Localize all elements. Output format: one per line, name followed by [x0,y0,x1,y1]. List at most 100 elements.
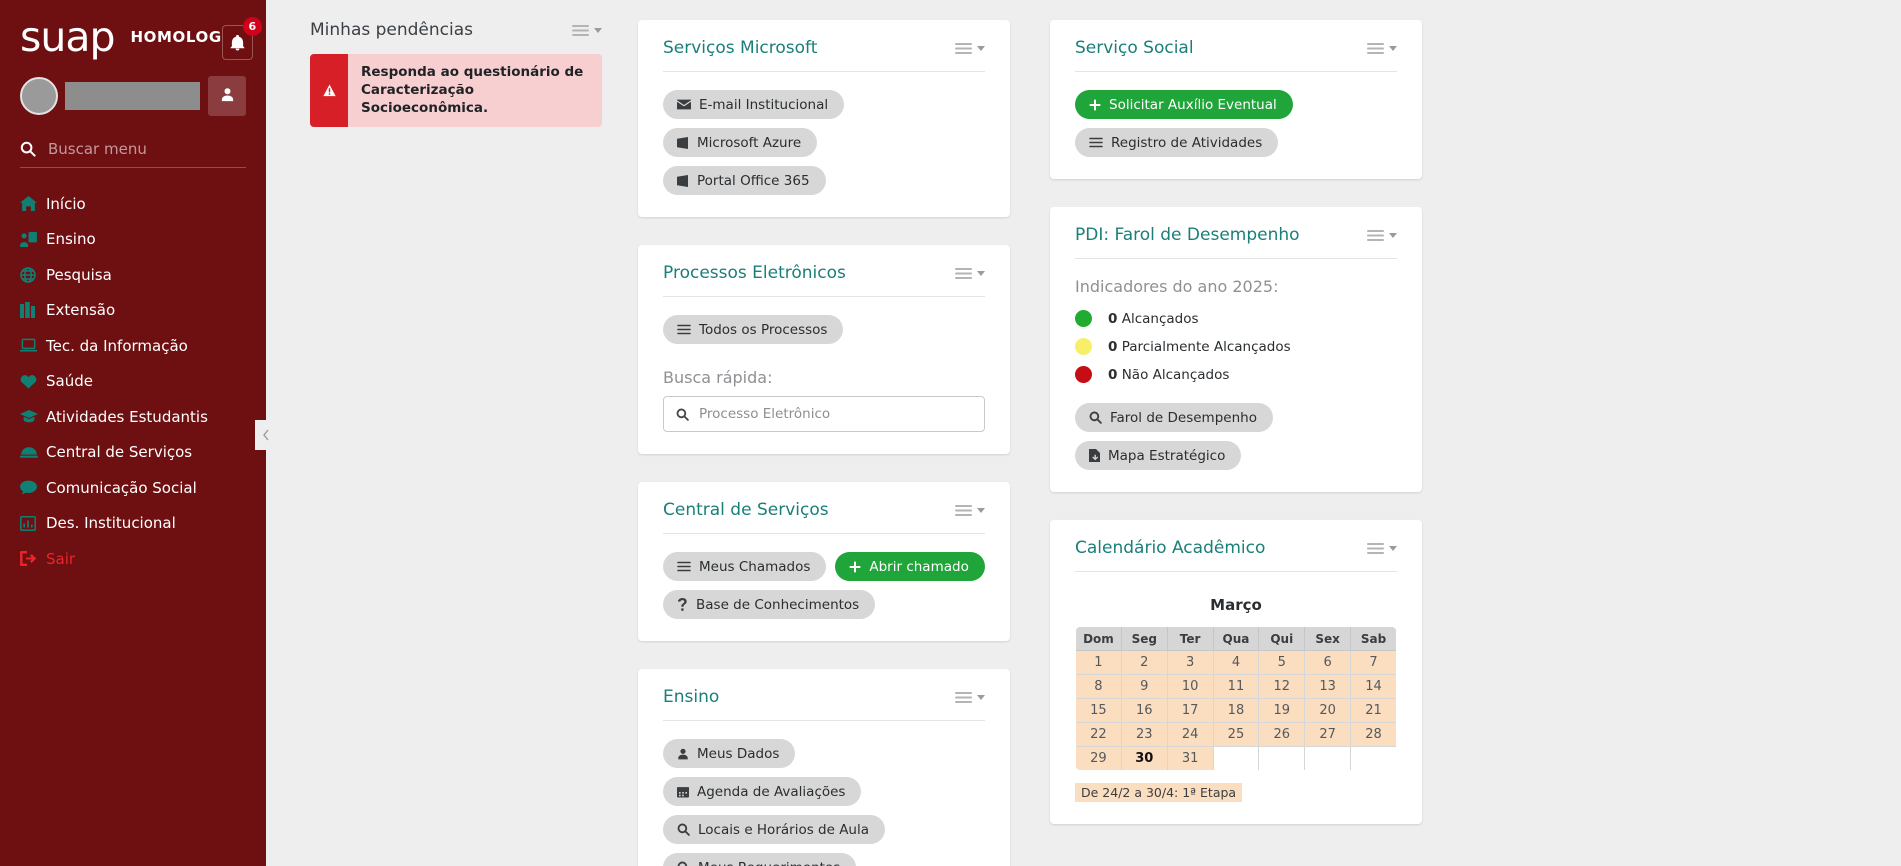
processo-search-box[interactable] [663,396,985,432]
calendar-day-cell[interactable]: 5 [1258,650,1306,675]
calendar-day-cell[interactable]: 2 [1120,650,1168,675]
card-menu-button[interactable] [955,504,985,517]
sidebar-collapse-handle[interactable] [255,420,277,450]
sidebar-item-central-servicos[interactable]: Central de Serviços [0,435,266,471]
calendar-day-cell[interactable]: 6 [1304,650,1352,675]
calendar-week-row: 22 23 24 25 26 27 28 [1076,722,1396,747]
sidebar-item-atividades-estudantis[interactable]: Atividades Estudantis [0,399,266,435]
column-b: Serviço Social Solicitar Auxílio Eventua… [1030,20,1442,866]
calendar-table: Dom Seg Ter Qua Qui Sex Sab 1 2 3 4 5 6 7 8 9 10 1… [1075,626,1397,771]
list-icon [1089,137,1103,148]
calendar-day-cell[interactable]: 17 [1166,698,1214,723]
calendar-day-cell[interactable]: 7 [1350,650,1396,675]
calendar-body: 1 2 3 4 5 6 7 8 9 10 11 12 13 14 15 16 17 18 19 20 21 22 23 24 2… [1076,650,1396,770]
calendar-day-cell[interactable]: 14 [1350,674,1396,699]
button-meus-chamados[interactable]: Meus Chamados [663,552,827,581]
button-portal-office-365[interactable]: Portal Office 365 [663,166,826,195]
suap-logo[interactable]: suap [20,13,115,61]
card-menu-button[interactable] [955,267,985,280]
card-menu-button[interactable] [1367,542,1397,555]
card-body: Março Dom Seg Ter Qua Qui Sex Sab 1 [1075,572,1397,802]
status-dot-red [1075,366,1092,383]
button-microsoft-azure[interactable]: Microsoft Azure [663,128,818,157]
calendar-day-cell[interactable]: 16 [1120,698,1168,723]
pdi-indicator-parcialmente-alcancados: 0 Parcialmente Alcançados [1075,338,1397,355]
calendar-week-row: 8 9 10 11 12 13 14 [1076,674,1396,699]
sidebar-item-label: Saúde [46,372,93,391]
sidebar-item-inicio[interactable]: Início [0,186,266,222]
button-base-de-conhecimentos[interactable]: Base de Conhecimentos [663,590,876,619]
calendar-day-cell[interactable]: 3 [1166,650,1214,675]
window-icon [677,136,689,149]
sidebar-item-ensino[interactable]: Ensino [0,222,266,258]
sidebar-item-sair[interactable]: Sair [0,541,266,577]
sidebar-item-comunicacao-social[interactable]: Comunicação Social [0,470,266,506]
calendar-day-cell[interactable]: 18 [1212,698,1260,723]
calendar-day-cell[interactable]: 30 [1120,746,1168,770]
calendar-day-cell[interactable]: 13 [1304,674,1352,699]
card-menu-button[interactable] [955,691,985,704]
calendar-day-cell[interactable]: 27 [1304,722,1352,747]
sidebar-search[interactable] [20,140,246,168]
calendar-weekday: Sab [1350,627,1396,651]
calendar-day-cell[interactable]: 11 [1212,674,1260,699]
calendar-day-cell[interactable]: 28 [1350,722,1396,747]
calendar-day-cell[interactable]: 1 [1076,650,1122,675]
button-meus-requerimentos[interactable]: Meus Requerimentos [663,853,857,866]
sidebar-item-des-institucional[interactable]: Des. Institucional [0,506,266,542]
sidebar-item-tec-informacao[interactable]: Tec. da Informação [0,328,266,364]
calendar-day-cell[interactable]: 25 [1212,722,1260,747]
button-meus-dados[interactable]: Meus Dados [663,739,796,768]
processo-search-input[interactable] [699,406,972,422]
sidebar-item-label: Extensão [46,301,116,320]
card-processos-eletronicos: Processos Eletrônicos Todos os Processos… [638,245,1010,454]
button-mapa-estrategico[interactable]: Mapa Estratégico [1075,441,1242,470]
card-header: PDI: Farol de Desempenho [1075,225,1397,259]
button-todos-os-processos[interactable]: Todos os Processos [663,315,844,344]
calendar-day-cell[interactable]: 8 [1076,674,1122,699]
button-label: Portal Office 365 [697,172,810,189]
calendar-day-cell[interactable]: 20 [1304,698,1352,723]
calendar-day-cell[interactable]: 12 [1258,674,1306,699]
sidebar-item-pesquisa[interactable]: Pesquisa [0,257,266,293]
sidebar-item-label: Des. Institucional [46,514,176,533]
pendencias-menu-button[interactable] [572,24,602,37]
calendar-day-cell[interactable]: 24 [1166,722,1214,747]
sidebar-item-extensao[interactable]: Extensão [0,293,266,329]
card-servicos-microsoft: Serviços Microsoft E-mail Institucional [638,20,1010,217]
calendar-day-cell[interactable]: 21 [1350,698,1396,723]
calendar-day-cell[interactable]: 23 [1120,722,1168,747]
button-abrir-chamado[interactable]: Abrir chamado [835,552,985,581]
calendar-day-cell[interactable]: 29 [1076,746,1122,770]
button-email-institucional[interactable]: E-mail Institucional [663,90,845,119]
sidebar-brand-row: suap HOMOLOG 6 [0,0,266,66]
sidebar-item-saude[interactable]: Saúde [0,364,266,400]
calendar-day-cell[interactable]: 4 [1212,650,1260,675]
card-menu-button[interactable] [1367,42,1397,55]
calendar-day-cell[interactable]: 15 [1076,698,1122,723]
button-farol-de-desempenho[interactable]: Farol de Desempenho [1075,403,1273,432]
calendar-day-cell[interactable]: 19 [1258,698,1306,723]
card-menu-button[interactable] [955,42,985,55]
calendar-day-cell[interactable]: 31 [1166,746,1214,770]
calendar-weekday: Seg [1120,627,1168,651]
pendencia-alert[interactable]: Responda ao questionário de Caracterizaç… [310,54,602,128]
chevron-down-icon [1389,545,1397,551]
calendar-legend: De 24/2 a 30/4: 1ª Etapa [1075,783,1243,802]
button-solicitar-auxilio-eventual[interactable]: Solicitar Auxílio Eventual [1075,90,1293,119]
button-locais-e-horarios-de-aula[interactable]: Locais e Horários de Aula [663,815,886,844]
pdi-indicator-text: 0 Parcialmente Alcançados [1108,339,1291,355]
calendar-day-cell[interactable]: 26 [1258,722,1306,747]
search-menu-input[interactable] [48,140,246,158]
calendar-day-cell[interactable]: 9 [1120,674,1168,699]
calendar-day-cell[interactable]: 10 [1166,674,1214,699]
card-menu-button[interactable] [1367,229,1397,242]
button-agenda-de-avaliacoes[interactable]: Agenda de Avaliações [663,777,862,806]
user-profile-button[interactable] [208,76,246,116]
avatar[interactable] [20,77,58,115]
calendar-day-cell[interactable]: 22 [1076,722,1122,747]
sidebar-item-label: Pesquisa [46,265,112,284]
notifications-button[interactable] [221,25,253,60]
comment-icon [20,480,46,495]
button-registro-de-atividades[interactable]: Registro de Atividades [1075,128,1279,157]
